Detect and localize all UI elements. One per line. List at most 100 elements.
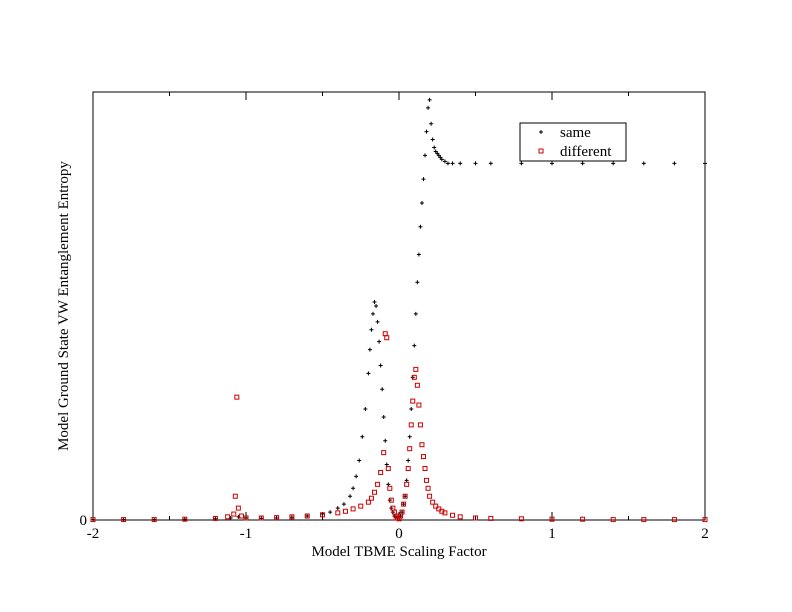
data-points — [90, 97, 708, 523]
data-point-different — [457, 514, 463, 520]
data-point-different — [342, 508, 348, 514]
data-point-same — [458, 161, 463, 166]
data-point-same — [372, 300, 377, 305]
data-point-different — [405, 465, 411, 471]
data-point-different — [304, 513, 310, 519]
data-point-same — [418, 224, 423, 229]
data-point-same — [367, 347, 372, 352]
data-point-same — [611, 161, 616, 166]
data-point-different — [671, 517, 677, 523]
data-point-same — [366, 371, 371, 376]
data-point-different — [388, 497, 394, 503]
data-point-same — [351, 486, 356, 491]
data-point-different — [413, 366, 419, 372]
series-different — [90, 331, 708, 523]
data-point-different — [610, 517, 616, 523]
data-point-different — [350, 506, 356, 512]
data-point-different — [410, 398, 416, 404]
data-point-different — [320, 512, 325, 518]
data-point-same — [430, 137, 435, 142]
data-point-same — [91, 517, 95, 522]
x-tick-label: -1 — [240, 526, 253, 542]
data-point-same — [400, 510, 405, 515]
data-point-different — [404, 481, 410, 487]
data-point-same — [383, 438, 388, 443]
data-point-same — [419, 200, 424, 205]
data-point-different — [399, 509, 405, 515]
data-point-different — [365, 499, 371, 505]
data-point-same — [519, 161, 524, 166]
data-point-same — [404, 478, 409, 483]
data-point-same — [703, 161, 707, 166]
data-point-different — [641, 517, 647, 523]
data-point-different — [422, 465, 428, 471]
data-point-different — [212, 515, 218, 521]
data-point-same — [488, 161, 493, 166]
data-point-different — [488, 515, 494, 521]
data-point-different — [420, 454, 426, 460]
data-point-different — [580, 516, 586, 522]
data-point-different — [518, 516, 524, 522]
data-point-same — [421, 177, 426, 182]
data-point-different — [385, 465, 391, 471]
data-point-different — [411, 374, 417, 380]
data-point-same — [377, 339, 382, 344]
data-point-same — [381, 414, 386, 419]
data-point-same — [429, 121, 434, 126]
data-point-different — [378, 469, 384, 475]
data-point-different — [387, 485, 393, 491]
series-same — [91, 97, 707, 522]
data-point-different — [231, 511, 237, 517]
x-tick-label: 1 — [548, 526, 556, 542]
data-point-different — [335, 510, 341, 516]
data-point-same — [445, 161, 450, 166]
y-tick-label: 0 — [80, 513, 88, 529]
x-tick-label: -2 — [87, 526, 100, 542]
data-point-same — [403, 494, 408, 499]
data-point-same — [370, 311, 375, 316]
data-point-different — [442, 510, 448, 516]
data-point-same — [426, 105, 431, 110]
data-point-same — [432, 145, 437, 150]
legend: same different — [519, 122, 627, 162]
y-axis-label: Model Ground State VW Entanglement Entro… — [56, 161, 72, 451]
data-point-same — [121, 517, 126, 522]
data-point-same — [182, 517, 187, 522]
data-point-different — [368, 495, 374, 501]
data-point-same — [328, 510, 333, 515]
legend-marker-same — [539, 130, 543, 134]
legend-marker-different — [538, 148, 544, 154]
data-point-different — [90, 517, 96, 523]
data-point-same — [354, 474, 359, 479]
data-point-same — [406, 458, 411, 463]
data-point-different — [372, 489, 378, 495]
data-point-same — [407, 434, 412, 439]
data-point-different — [402, 493, 408, 499]
data-point-different — [381, 450, 387, 456]
data-point-different — [235, 505, 241, 511]
data-point-different — [549, 516, 555, 522]
data-point-same — [423, 153, 428, 158]
legend-label-different: different — [560, 144, 612, 160]
data-point-different — [384, 335, 390, 341]
data-point-different — [232, 493, 238, 499]
data-point-different — [473, 515, 478, 521]
data-point-same — [363, 407, 368, 412]
tick-labels: -2 -1 0 1 2 0 — [80, 513, 709, 542]
data-point-same — [424, 129, 429, 134]
data-point-different — [382, 331, 388, 337]
data-point-same — [360, 434, 365, 439]
data-point-different — [375, 481, 381, 487]
data-point-same — [378, 363, 383, 368]
data-point-different — [425, 485, 431, 491]
data-point-different — [358, 503, 364, 509]
data-point-same — [386, 482, 391, 487]
data-point-different — [121, 517, 127, 523]
data-point-different — [417, 422, 423, 428]
data-point-same — [305, 514, 310, 519]
data-point-same — [641, 161, 646, 166]
legend-marker-same — [539, 130, 543, 134]
data-point-same — [335, 506, 340, 511]
data-point-same — [550, 161, 554, 166]
